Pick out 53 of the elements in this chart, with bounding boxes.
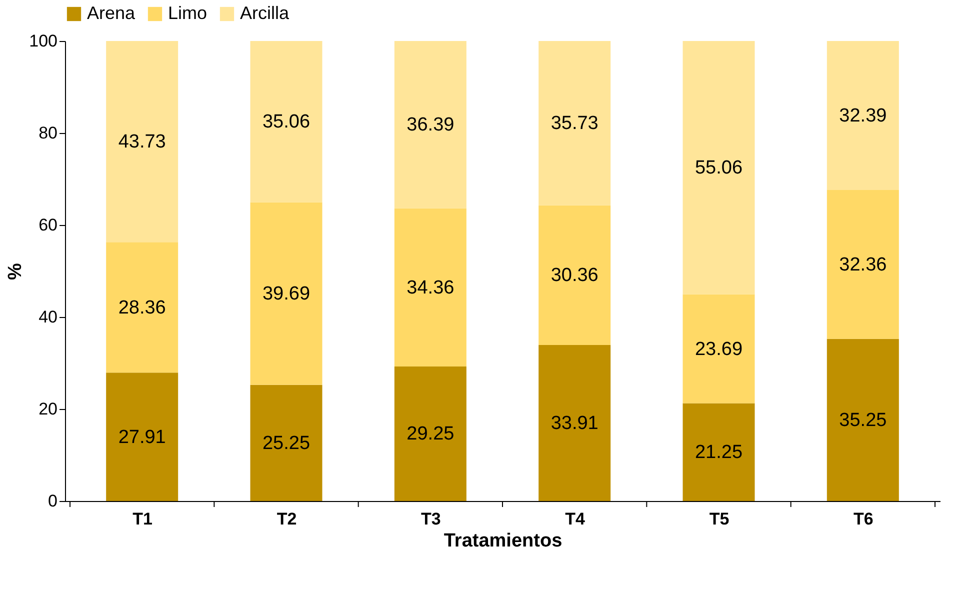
x-axis-title: Tratamientos: [444, 530, 562, 552]
y-tick-label: 40: [38, 308, 58, 326]
x-tick-label: T6: [853, 510, 874, 528]
bar: [394, 366, 466, 501]
data-label: 36.39: [406, 114, 454, 136]
bar: [826, 338, 899, 501]
bar: [826, 41, 899, 190]
data-label: 55.06: [694, 158, 743, 179]
data-label: 25.25: [262, 432, 310, 454]
y-axis-title: %: [5, 262, 26, 280]
bar: [106, 41, 178, 242]
bar: [826, 190, 899, 339]
data-label: 35.25: [839, 410, 887, 431]
legend-label: Limo: [168, 3, 208, 23]
bar: [538, 41, 611, 206]
bar: [394, 208, 466, 366]
data-label: 39.69: [262, 284, 310, 305]
bar: [538, 345, 611, 501]
data-label: 28.36: [118, 297, 166, 318]
data-label: 43.73: [118, 132, 166, 153]
data-label: 21.25: [694, 442, 743, 464]
data-label: 23.69: [694, 338, 743, 360]
y-tick-label: 100: [29, 32, 58, 50]
x-tick-label: T3: [420, 510, 441, 528]
bar: [250, 41, 322, 202]
x-tick-label: T2: [276, 510, 297, 528]
bar: [682, 41, 755, 294]
x-tick-label: T1: [132, 510, 153, 528]
data-label: 35.73: [550, 113, 598, 134]
data-label: 32.36: [839, 254, 887, 276]
data-label: 30.36: [550, 265, 598, 286]
bar: [394, 41, 466, 208]
y-tick-label: 0: [48, 492, 58, 510]
y-tick-label: 20: [38, 400, 58, 418]
x-tick-label: T5: [709, 510, 730, 528]
data-label: 27.91: [118, 426, 166, 448]
data-label: 29.25: [406, 424, 454, 445]
bar: [250, 202, 322, 385]
bar: [682, 294, 755, 404]
bar: [250, 384, 322, 501]
data-label: 32.39: [839, 105, 887, 126]
y-tick-label: 80: [38, 124, 58, 142]
x-tick-label: T4: [565, 510, 586, 528]
y-tick-label: 60: [38, 216, 58, 234]
data-label: 34.36: [406, 277, 454, 298]
data-label: 33.91: [550, 413, 598, 434]
data-label: 35.06: [262, 112, 310, 133]
bar: [106, 372, 178, 501]
bar: [682, 403, 755, 501]
legend-label: Arcilla: [240, 3, 290, 23]
legend-label: Arena: [87, 3, 136, 23]
bar: [538, 205, 611, 346]
bar: [106, 242, 178, 373]
